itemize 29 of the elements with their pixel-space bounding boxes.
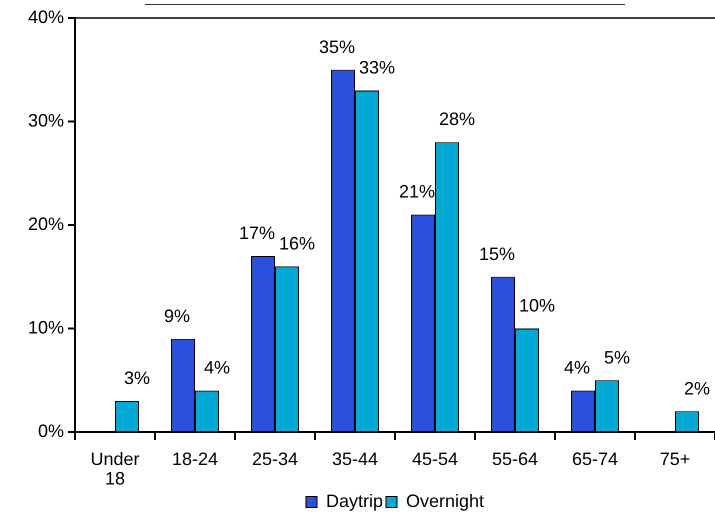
data-label: 5% xyxy=(604,347,630,368)
legend-label: Overnight xyxy=(406,490,484,511)
data-label: 4% xyxy=(564,358,590,378)
data-label: 9% xyxy=(164,306,190,326)
data-label: 33% xyxy=(358,57,396,78)
x-tick-label: 25-34 xyxy=(252,448,298,469)
x-tick-label: Under 18 xyxy=(90,448,140,489)
data-label: 4% xyxy=(204,358,230,378)
data-label: 16% xyxy=(278,233,316,254)
data-label: 28% xyxy=(438,109,476,130)
x-tick-label: 45-54 xyxy=(412,448,458,469)
x-tick-label: 75+ xyxy=(660,448,690,469)
data-label: 2% xyxy=(684,378,710,398)
y-tick-label: 40% xyxy=(28,6,64,27)
x-tick-label: 18-24 xyxy=(172,448,218,469)
data-label: 35% xyxy=(318,36,356,57)
data-label: 3% xyxy=(124,368,150,388)
data-label: 21% xyxy=(398,182,436,202)
legend-label: Daytrip xyxy=(326,490,383,511)
x-tick-label: 35-44 xyxy=(332,448,378,469)
data-label: 10% xyxy=(518,296,556,316)
y-tick-label: 20% xyxy=(28,214,64,234)
y-tick-label: 30% xyxy=(28,110,64,130)
x-tick-label: 65-74 xyxy=(572,448,618,469)
y-tick-label: 0% xyxy=(38,420,64,441)
data-label: 17% xyxy=(238,223,276,244)
x-tick-label: 55-64 xyxy=(492,448,538,469)
data-label: 15% xyxy=(478,244,516,264)
y-tick-label: 10% xyxy=(28,317,64,338)
